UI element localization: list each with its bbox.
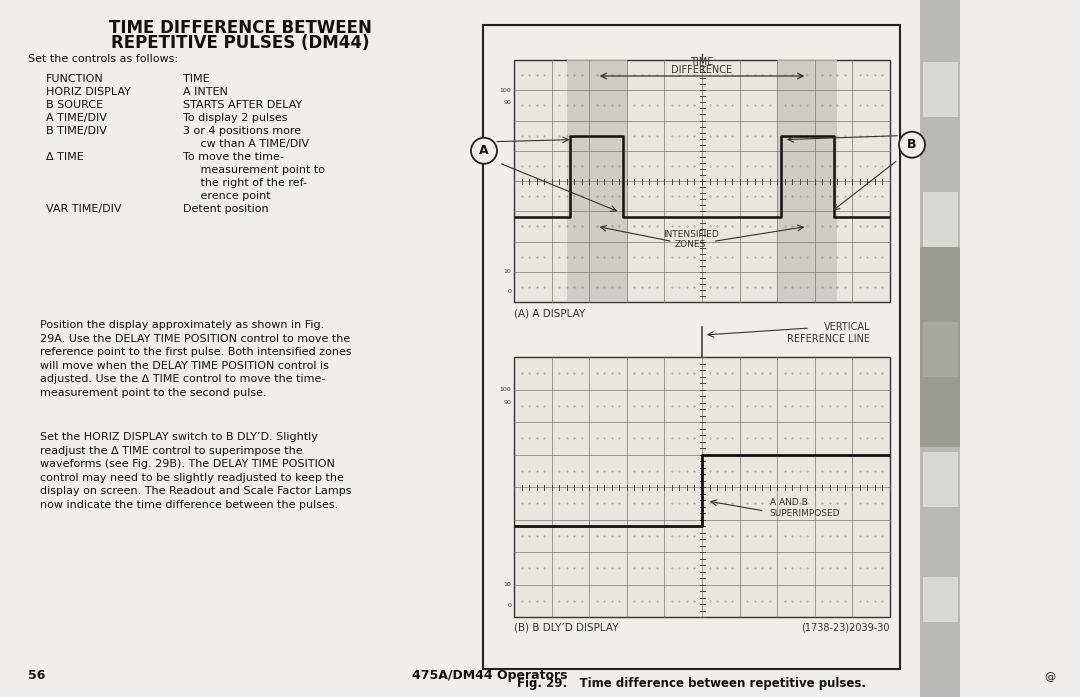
Text: TIME DIFFERENCE BETWEEN: TIME DIFFERENCE BETWEEN (109, 19, 372, 37)
Bar (778, 60, 837, 302)
Circle shape (899, 132, 924, 158)
Bar (920, 0, 960, 697)
Text: B: B (907, 138, 917, 151)
Bar (920, 247, 960, 447)
Text: the right of the ref-: the right of the ref- (183, 178, 307, 188)
Text: Set the controls as follows:: Set the controls as follows: (28, 54, 178, 64)
Text: VAR TIME/DIV: VAR TIME/DIV (46, 204, 121, 214)
Text: B TIME/DIV: B TIME/DIV (46, 126, 107, 136)
Text: A INTEN: A INTEN (183, 87, 228, 97)
Bar (567, 60, 626, 302)
Text: HORIZ DISPLAY: HORIZ DISPLAY (46, 87, 131, 97)
Text: VERTICAL: VERTICAL (824, 322, 870, 332)
Text: B SOURCE: B SOURCE (46, 100, 103, 110)
Text: 3 or 4 positions more: 3 or 4 positions more (183, 126, 301, 136)
Text: measurement point to: measurement point to (183, 165, 325, 175)
Text: Detent position: Detent position (183, 204, 269, 214)
Text: 10: 10 (503, 269, 511, 274)
Bar (483, 25, 900, 669)
Text: 100: 100 (499, 88, 511, 93)
Text: SUPERIMPOSED: SUPERIMPOSED (770, 509, 840, 518)
Text: A AND B: A AND B (770, 498, 808, 507)
Text: 0: 0 (508, 603, 511, 608)
Text: (A) A DISPLAY: (A) A DISPLAY (514, 308, 585, 318)
Text: 56: 56 (28, 669, 45, 682)
Text: ZONES: ZONES (675, 240, 706, 249)
Text: REFERENCE LINE: REFERENCE LINE (787, 334, 870, 344)
Text: A: A (480, 144, 489, 158)
Text: (B) B DLY’D DISPLAY: (B) B DLY’D DISPLAY (514, 623, 619, 633)
Bar (923, 322, 958, 377)
Bar (923, 577, 958, 622)
Text: 100: 100 (499, 387, 511, 392)
Text: (1738-23)2039-30: (1738-23)2039-30 (801, 623, 890, 633)
Text: A TIME/DIV: A TIME/DIV (46, 113, 107, 123)
Text: 90: 90 (503, 100, 511, 105)
Bar (923, 452, 958, 507)
Bar (923, 62, 958, 117)
Text: STARTS AFTER DELAY: STARTS AFTER DELAY (183, 100, 302, 110)
Circle shape (471, 138, 497, 164)
Text: To display 2 pulses: To display 2 pulses (183, 113, 287, 123)
Text: 475A/DM44 Operators: 475A/DM44 Operators (413, 669, 568, 682)
Text: Δ TIME: Δ TIME (46, 152, 84, 162)
Text: FUNCTION: FUNCTION (46, 74, 104, 84)
Text: erence point: erence point (183, 191, 271, 201)
Text: 90: 90 (503, 400, 511, 405)
Text: To move the time-: To move the time- (183, 152, 284, 162)
Text: 10: 10 (503, 582, 511, 587)
Text: @: @ (1044, 672, 1055, 682)
Text: cw than A TIME/DIV: cw than A TIME/DIV (183, 139, 309, 149)
Text: DIFFERENCE: DIFFERENCE (672, 65, 732, 75)
Text: TIME: TIME (690, 57, 714, 67)
Bar (514, 60, 890, 302)
Text: Position the display approximately as shown in Fig.
29A. Use the DELAY TIME POSI: Position the display approximately as sh… (40, 320, 352, 398)
Text: REPETITIVE PULSES (DM44): REPETITIVE PULSES (DM44) (111, 34, 369, 52)
Bar (923, 192, 958, 247)
Text: TIME: TIME (183, 74, 210, 84)
Text: Fig. 29.   Time difference between repetitive pulses.: Fig. 29. Time difference between repetit… (517, 677, 866, 690)
Bar (514, 357, 890, 617)
Text: Set the HORIZ DISPLAY switch to B DLY’D. Slightly
readjust the Δ TIME control to: Set the HORIZ DISPLAY switch to B DLY’D.… (40, 432, 351, 510)
Text: INTENSIFIED: INTENSIFIED (663, 229, 718, 238)
Text: 0: 0 (508, 289, 511, 294)
